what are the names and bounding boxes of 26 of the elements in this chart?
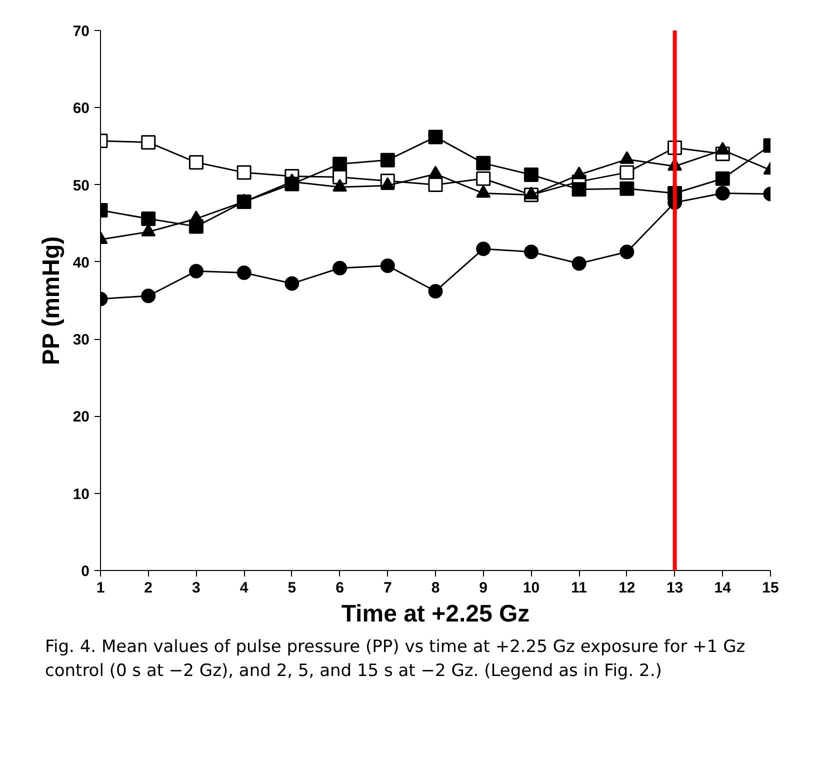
x-tick-label: 5: [288, 580, 296, 596]
x-tick-label: 13: [666, 580, 684, 596]
x-tick-label: 1: [96, 580, 105, 596]
x-tick-label: 2: [144, 580, 153, 596]
x-tick-label: 9: [479, 580, 488, 596]
y-tick-label: 0: [81, 563, 90, 580]
x-tick-label: 14: [714, 580, 732, 596]
x-tick-label: 10: [522, 580, 540, 596]
y-tick-label: 60: [72, 100, 90, 118]
x-axis-title: Time at +2.25 Gz: [341, 600, 530, 628]
y-tick-label: 40: [72, 254, 90, 272]
y-tick-label: 10: [72, 486, 90, 503]
y-tick-label: 30: [72, 332, 90, 349]
y-axis-title: PP (mmHg): [38, 236, 65, 366]
x-tick-label: 3: [192, 580, 200, 596]
caption: Fig. 4. Mean values of pulse pressure (PP) vs time at +2.25 Gz exposure for +1 Gz control (0 s at −2 Gz), and 2, 5, and 15 s at −2 Gz. (Legend as in Fig. 2.): [45, 636, 746, 684]
y-tick-label: 50: [72, 177, 90, 194]
x-tick-label: 11: [571, 580, 587, 596]
x-tick-label: 7: [383, 580, 392, 596]
x-tick-label: 15: [762, 580, 779, 596]
y-tick-label: 20: [72, 408, 90, 426]
y-tick-label: 70: [72, 23, 90, 40]
x-tick-label: 12: [618, 580, 636, 596]
x-tick-label: 6: [336, 580, 344, 596]
x-tick-label: 4: [240, 580, 249, 596]
x-tick-label: 8: [431, 580, 440, 596]
